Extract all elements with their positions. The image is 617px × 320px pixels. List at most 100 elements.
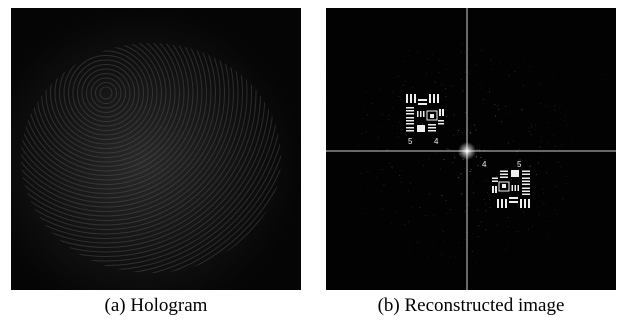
speckle-dot	[380, 249, 381, 250]
speckle-dot	[560, 166, 562, 168]
speckle-dot	[443, 252, 444, 254]
speckle-dot	[593, 55, 594, 56]
speckle-dot	[476, 111, 478, 113]
speckle-dot	[457, 130, 459, 131]
speckle-dot	[607, 33, 608, 34]
speckle-dot	[603, 100, 604, 101]
speckle-dot	[401, 170, 403, 172]
speckle-dot	[413, 212, 415, 214]
speckle-dot	[605, 78, 607, 80]
speckle-dot	[496, 225, 498, 227]
fringe-ring	[21, 43, 252, 239]
speckle-dot	[337, 211, 338, 212]
speckle-dot	[334, 68, 335, 69]
speckle-dot	[361, 80, 362, 81]
speckle-dot	[570, 244, 572, 246]
speckle-dot	[519, 209, 521, 211]
speckle-dot	[392, 91, 394, 93]
speckle-dot	[582, 141, 583, 142]
speckle-dot	[468, 48, 469, 50]
speckle-dot	[356, 13, 357, 14]
speckle-dot	[613, 194, 614, 195]
speckle-dot	[449, 256, 451, 258]
speckle-dot	[485, 210, 487, 212]
speckle-dot	[398, 50, 399, 51]
speckle-dot	[473, 192, 475, 194]
speckle-dot	[547, 141, 549, 143]
speckle-dot	[541, 201, 543, 202]
speckle-dot	[424, 37, 426, 39]
speckle-dot	[526, 245, 528, 247]
speckle-dot	[477, 225, 479, 227]
speckle-dot	[364, 11, 366, 13]
speckle-dot	[482, 103, 484, 105]
speckle-dot	[589, 157, 590, 158]
speckle-dot	[555, 185, 557, 187]
speckle-dot	[591, 268, 592, 269]
speckle-dot	[472, 233, 474, 235]
speckle-dot	[456, 287, 457, 288]
speckle-dot	[543, 243, 545, 245]
speckle-dot	[434, 152, 436, 154]
speckle-dot	[346, 47, 347, 48]
speckle-dot	[572, 83, 573, 84]
speckle-dot	[379, 248, 380, 250]
speckle-dot	[533, 187, 535, 188]
speckle-dot	[565, 286, 566, 287]
speckle-dot	[333, 242, 334, 243]
speckle-dot	[372, 179, 373, 180]
speckle-dot	[393, 216, 395, 218]
speckle-dot	[328, 126, 329, 127]
speckle-dot	[556, 213, 558, 215]
speckle-dot	[566, 126, 567, 127]
speckle-dot	[370, 10, 371, 11]
speckle-dot	[339, 26, 341, 28]
speckle-dot	[329, 230, 330, 231]
speckle-dot	[355, 267, 357, 269]
speckle-dot	[567, 281, 568, 282]
speckle-dot	[363, 106, 365, 108]
speckle-dot	[553, 65, 555, 67]
fringe-ring	[90, 77, 122, 109]
speckle-dot	[555, 181, 556, 182]
speckle-dot	[547, 121, 549, 123]
speckle-dot	[411, 234, 412, 236]
speckle-dot	[477, 236, 479, 238]
speckle-dot	[481, 49, 482, 50]
speckle-dot	[410, 92, 412, 94]
speckle-dot	[534, 255, 535, 256]
speckle-dot	[546, 27, 547, 28]
speckle-dot	[359, 133, 360, 134]
speckle-dot	[465, 228, 466, 230]
speckle-dot	[530, 123, 532, 125]
speckle-dot	[462, 276, 463, 277]
speckle-dot	[414, 16, 415, 17]
speckle-dot	[523, 96, 524, 97]
speckle-dot	[585, 181, 586, 182]
speckle-dot	[489, 199, 490, 201]
speckle-dot	[457, 13, 458, 14]
fringe-ring	[45, 43, 167, 154]
speckle-dot	[471, 251, 473, 253]
speckle-dot	[589, 63, 591, 65]
speckle-dot	[428, 193, 430, 195]
speckle-dot	[607, 105, 608, 106]
speckle-dot	[354, 214, 355, 215]
fringe-ring	[21, 43, 194, 181]
speckle-dot	[606, 233, 608, 235]
speckle-dot	[354, 227, 356, 229]
speckle-dot	[361, 226, 362, 227]
speckle-dot	[603, 262, 604, 263]
speckle-dot	[543, 192, 544, 194]
speckle-dot	[453, 154, 455, 156]
speckle-dot	[437, 272, 438, 273]
speckle-dot	[567, 56, 568, 57]
speckle-dot	[334, 135, 335, 136]
speckle-dot	[471, 187, 472, 188]
speckle-dot	[506, 79, 508, 81]
speckle-dot	[494, 115, 496, 117]
speckle-dot	[529, 165, 531, 167]
speckle-dot	[446, 148, 448, 150]
speckle-dot	[390, 41, 391, 42]
speckle-dot	[412, 66, 413, 67]
